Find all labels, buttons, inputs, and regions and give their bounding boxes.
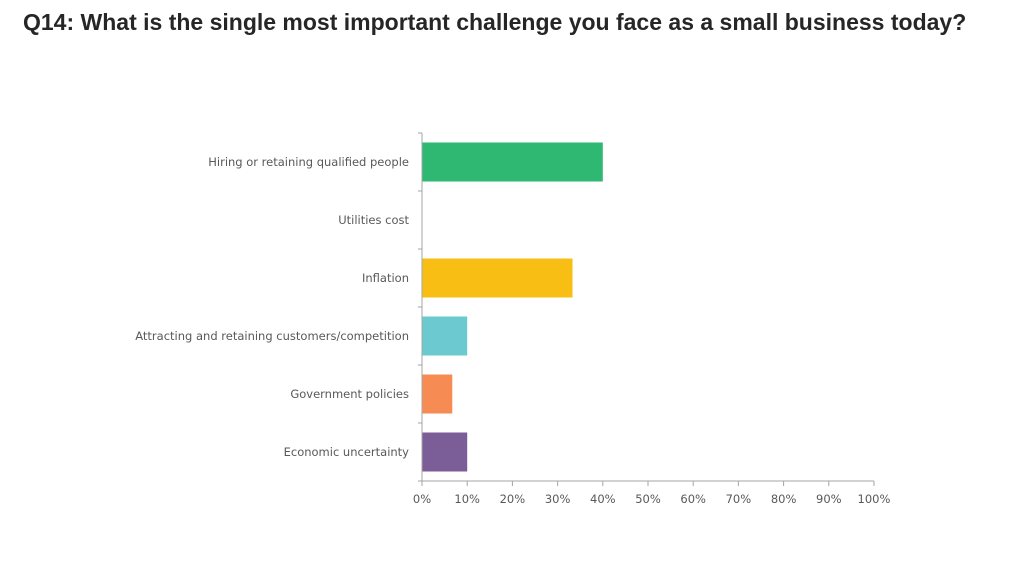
- bar-3: [422, 316, 468, 356]
- x-tick-label: 40%: [590, 492, 616, 506]
- x-tick-label: 80%: [771, 492, 797, 506]
- x-tick-label: 90%: [816, 492, 842, 506]
- chart-title: Q14: What is the single most important c…: [23, 9, 967, 35]
- x-tick-label: 20%: [500, 492, 526, 506]
- x-tick-label: 60%: [680, 492, 706, 506]
- x-tick-label: 10%: [454, 492, 480, 506]
- bar-5: [422, 432, 468, 472]
- x-tick-label: 0%: [413, 492, 431, 506]
- category-label: Inflation: [362, 271, 409, 285]
- bar-0: [422, 142, 603, 182]
- category-label: Attracting and retaining customers/compe…: [135, 329, 409, 343]
- x-tick-label: 50%: [635, 492, 661, 506]
- x-tick-label: 100%: [858, 492, 891, 506]
- category-label: Hiring or retaining qualified people: [208, 155, 409, 169]
- bar-4: [422, 374, 453, 414]
- x-tick-label: 30%: [545, 492, 571, 506]
- category-label: Government policies: [290, 387, 409, 401]
- x-tick-label: 70%: [726, 492, 752, 506]
- bar-2: [422, 258, 573, 298]
- category-label: Utilities cost: [338, 213, 409, 227]
- category-label: Economic uncertainty: [284, 445, 410, 459]
